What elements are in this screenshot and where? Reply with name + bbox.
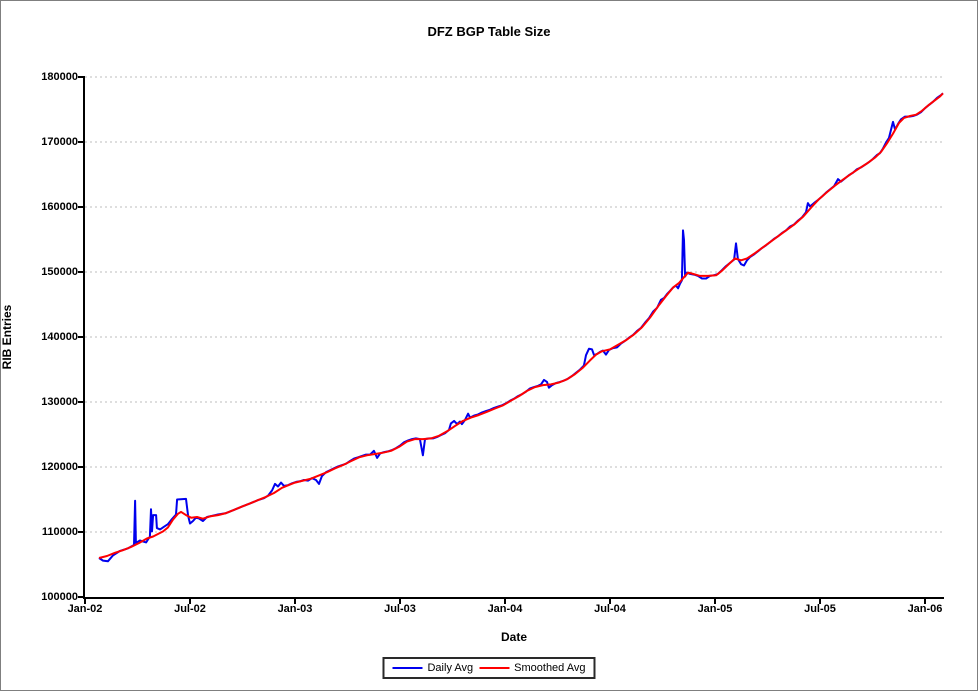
chart-title: DFZ BGP Table Size bbox=[427, 24, 551, 39]
x-tick-label: Jan-03 bbox=[277, 603, 313, 615]
legend-label-smoothed-avg: Smoothed Avg bbox=[514, 662, 586, 674]
x-tick-label: Jan-05 bbox=[697, 603, 733, 615]
series-line-daily-avg bbox=[98, 92, 944, 563]
gridlines bbox=[85, 76, 943, 533]
y-tick-label: 120000 bbox=[41, 461, 78, 473]
daily-avg-line-swatch bbox=[392, 667, 423, 669]
x-tick-label: Jul-05 bbox=[804, 603, 836, 615]
x-tick-label: Jul-02 bbox=[174, 603, 206, 615]
y-tick-label: 170000 bbox=[41, 136, 78, 148]
x-tick-label: Jul-04 bbox=[594, 603, 626, 615]
legend: Daily Avg Smoothed Avg bbox=[382, 657, 596, 679]
y-tick-label: 130000 bbox=[41, 396, 78, 408]
y-tick-label: 140000 bbox=[41, 331, 78, 343]
x-tick-label: Jan-04 bbox=[487, 603, 523, 615]
series-line-smoothed-avg bbox=[98, 92, 944, 559]
axes bbox=[78, 76, 944, 604]
y-tick-label: 160000 bbox=[41, 201, 78, 213]
y-tick-label: 110000 bbox=[41, 526, 78, 538]
smoothed-avg-line-swatch bbox=[479, 667, 510, 669]
y-tick-label: 150000 bbox=[41, 266, 78, 278]
data-series bbox=[98, 92, 944, 563]
x-tick-label: Jan-02 bbox=[67, 603, 103, 615]
x-tick-label: Jul-03 bbox=[384, 603, 416, 615]
y-tick-label: 180000 bbox=[41, 71, 78, 83]
legend-item-smoothed-avg: Smoothed Avg bbox=[479, 662, 586, 674]
legend-label-daily-avg: Daily Avg bbox=[427, 662, 474, 674]
x-axis-title: Date bbox=[500, 630, 527, 644]
x-tick-label: Jan-06 bbox=[907, 603, 943, 615]
y-tick-label: 100000 bbox=[41, 591, 78, 603]
legend-item-daily-avg: Daily Avg bbox=[392, 662, 473, 674]
